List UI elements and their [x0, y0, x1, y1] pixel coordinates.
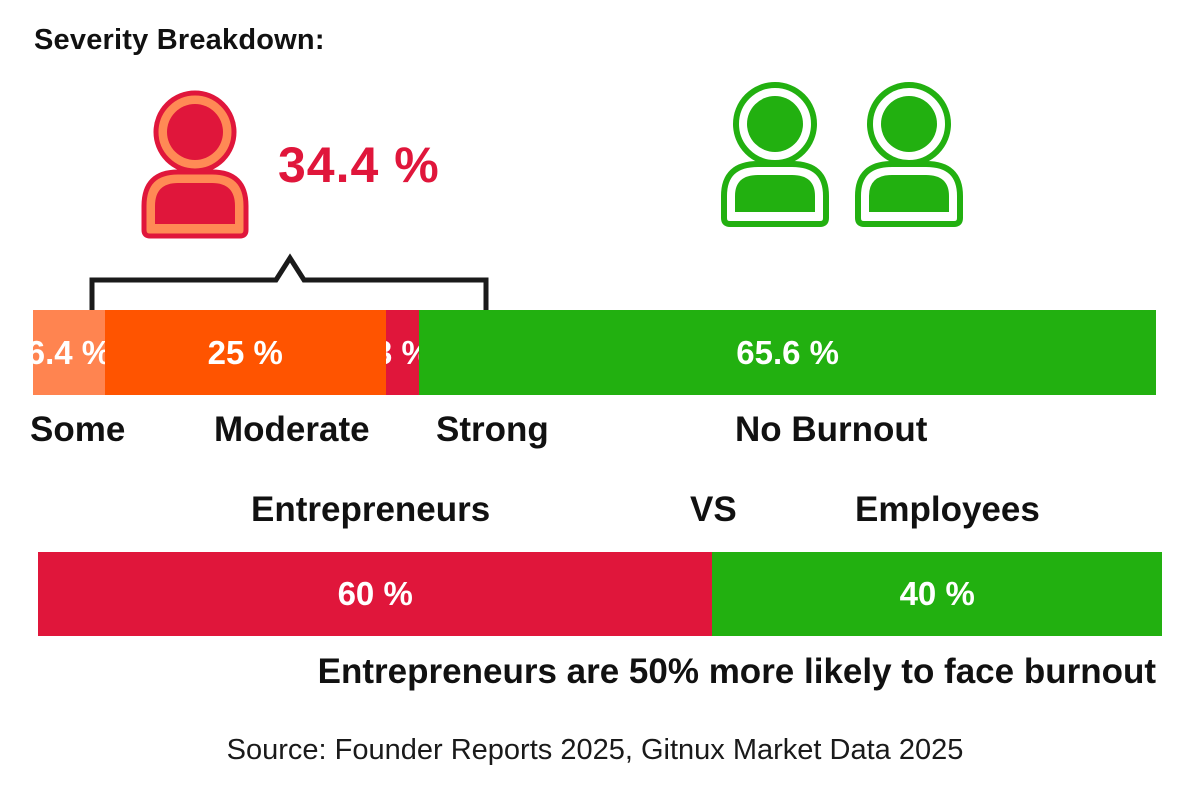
data-label: 65.6 %: [736, 333, 840, 371]
bar-segment: 6.4 %: [33, 310, 105, 395]
category-label: Strong: [436, 410, 549, 449]
vs-label: VS: [690, 490, 737, 529]
bar-segment: 60 %: [38, 552, 713, 636]
person-icon: [855, 82, 963, 227]
bracket: [89, 253, 489, 310]
category-label: Moderate: [214, 410, 370, 449]
headline: Entrepreneurs are 50% more likely to fac…: [317, 652, 1156, 691]
comparison-bar: 60 % 40 %: [38, 552, 1162, 636]
chart-title: Severity Breakdown:: [34, 24, 325, 56]
source-note: Source: Founder Reports 2025, Gitnux Mar…: [226, 734, 964, 766]
bar-segment: 3 %: [385, 310, 420, 395]
data-label: 6.4 %: [33, 333, 105, 371]
severity-bar: 6.4 % 25 % 3 % 65.6 %: [33, 310, 1156, 395]
person-icon: [721, 82, 829, 227]
entrepreneurs-label: Entrepreneurs: [251, 490, 491, 529]
bar-segment: 65.6 %: [419, 310, 1156, 395]
category-label: Some: [30, 410, 126, 449]
data-label: 25 %: [207, 333, 283, 371]
person-icon: [141, 90, 249, 239]
burnout-total-label: 34.4 %: [278, 137, 440, 193]
bar-segment: 40 %: [712, 552, 1162, 636]
data-label: 60 %: [337, 575, 413, 612]
employees-label: Employees: [855, 490, 1040, 529]
bar-segment: 25 %: [104, 310, 386, 395]
data-label: 40 %: [899, 575, 975, 612]
category-label: No Burnout: [735, 410, 928, 449]
data-label: 3 %: [386, 334, 420, 372]
